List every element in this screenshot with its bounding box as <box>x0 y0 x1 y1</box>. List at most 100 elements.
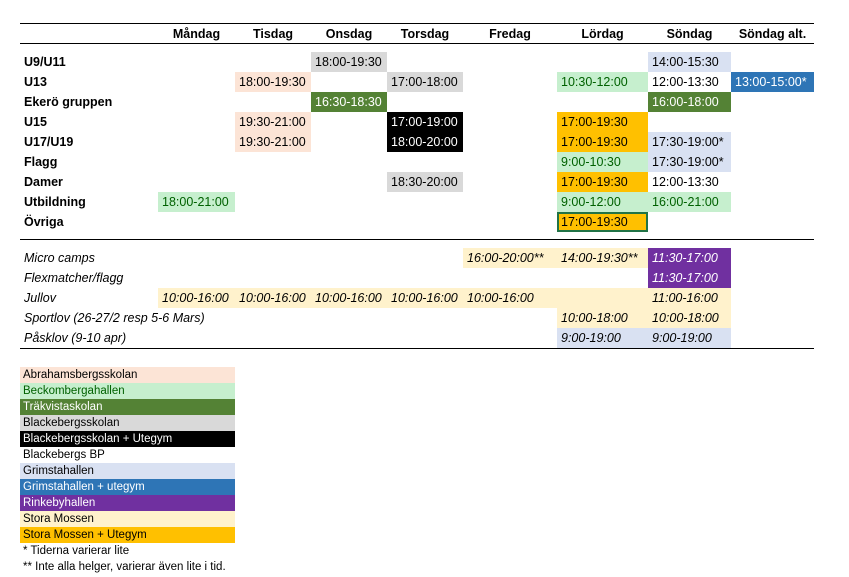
schedule-cell[interactable] <box>158 72 235 92</box>
schedule-cell[interactable] <box>648 112 731 132</box>
schedule-cell[interactable] <box>311 192 387 212</box>
schedule-cell[interactable] <box>731 328 814 349</box>
row-label[interactable]: Utbildning <box>24 195 86 209</box>
schedule-cell[interactable] <box>731 152 814 172</box>
schedule-cell[interactable]: 16:00-21:00 <box>648 192 731 212</box>
schedule-cell[interactable] <box>731 52 814 72</box>
schedule-cell[interactable] <box>387 152 463 172</box>
schedule-cell[interactable] <box>387 248 463 268</box>
schedule-cell[interactable]: 10:00-18:00 <box>557 308 648 328</box>
row-label[interactable]: Micro camps <box>24 251 95 265</box>
schedule-cell[interactable] <box>158 268 235 288</box>
schedule-cell[interactable]: 18:00-21:00 <box>158 192 235 212</box>
schedule-cell[interactable] <box>387 52 463 72</box>
schedule-cell[interactable] <box>311 112 387 132</box>
schedule-cell[interactable] <box>311 248 387 268</box>
schedule-cell[interactable] <box>158 328 235 349</box>
row-label[interactable]: Jullov <box>24 291 56 305</box>
schedule-cell[interactable]: 16:30-18:30 <box>311 92 387 112</box>
schedule-cell[interactable]: 14:00-15:30 <box>648 52 731 72</box>
row-label[interactable]: Ekerö gruppen <box>24 95 113 109</box>
schedule-cell[interactable] <box>387 92 463 112</box>
schedule-cell[interactable] <box>235 212 311 232</box>
schedule-cell[interactable] <box>387 328 463 349</box>
schedule-cell[interactable]: 10:00-16:00 <box>311 288 387 308</box>
schedule-cell[interactable] <box>235 52 311 72</box>
schedule-cell[interactable] <box>387 308 463 328</box>
schedule-cell[interactable]: 9:00-12:00 <box>557 192 648 212</box>
schedule-cell[interactable]: 12:00-13:30 <box>648 72 731 92</box>
schedule-cell[interactable] <box>235 92 311 112</box>
row-label[interactable]: Flexmatcher/flagg <box>24 271 124 285</box>
schedule-cell[interactable] <box>463 192 557 212</box>
schedule-cell[interactable]: 10:00-18:00 <box>648 308 731 328</box>
schedule-cell[interactable] <box>311 152 387 172</box>
schedule-cell[interactable] <box>648 212 731 232</box>
schedule-cell[interactable] <box>387 192 463 212</box>
schedule-cell[interactable] <box>158 248 235 268</box>
schedule-cell[interactable]: 18:30-20:00 <box>387 172 463 192</box>
schedule-cell[interactable] <box>463 112 557 132</box>
schedule-cell[interactable]: 17:00-19:30 <box>557 212 648 232</box>
schedule-cell[interactable]: 9:00-19:00 <box>557 328 648 349</box>
schedule-cell[interactable]: 10:00-16:00 <box>463 288 557 308</box>
schedule-cell[interactable] <box>731 112 814 132</box>
schedule-cell[interactable]: 9:00-19:00 <box>648 328 731 349</box>
schedule-cell[interactable]: 17:00-19:30 <box>557 132 648 152</box>
schedule-cell[interactable]: 17:00-19:30 <box>557 172 648 192</box>
schedule-cell[interactable] <box>463 132 557 152</box>
schedule-cell[interactable]: 17:30-19:00* <box>648 152 731 172</box>
schedule-cell[interactable] <box>731 288 814 308</box>
schedule-cell[interactable] <box>158 52 235 72</box>
row-label[interactable]: U13 <box>24 75 47 89</box>
schedule-cell[interactable] <box>311 328 387 349</box>
schedule-cell[interactable] <box>463 152 557 172</box>
schedule-cell[interactable]: 16:00-18:00 <box>648 92 731 112</box>
schedule-cell[interactable] <box>731 268 814 288</box>
schedule-cell[interactable] <box>387 212 463 232</box>
schedule-cell[interactable]: 16:00-20:00** <box>463 248 557 268</box>
schedule-cell[interactable] <box>731 172 814 192</box>
schedule-cell[interactable] <box>463 92 557 112</box>
schedule-cell[interactable] <box>158 172 235 192</box>
schedule-cell[interactable]: 11:30-17:00 <box>648 248 731 268</box>
schedule-cell[interactable]: 19:30-21:00 <box>235 112 311 132</box>
row-label[interactable]: Sportlov (26-27/2 resp 5-6 Mars) <box>24 311 205 325</box>
row-label[interactable]: Damer <box>24 175 63 189</box>
schedule-cell[interactable] <box>731 132 814 152</box>
schedule-cell[interactable] <box>235 328 311 349</box>
schedule-cell[interactable] <box>158 212 235 232</box>
schedule-cell[interactable] <box>158 152 235 172</box>
schedule-cell[interactable] <box>731 192 814 212</box>
schedule-cell[interactable]: 17:00-19:30 <box>557 112 648 132</box>
schedule-cell[interactable] <box>731 92 814 112</box>
schedule-cell[interactable] <box>235 152 311 172</box>
schedule-cell[interactable] <box>557 52 648 72</box>
schedule-cell[interactable] <box>311 268 387 288</box>
schedule-cell[interactable] <box>235 192 311 212</box>
schedule-cell[interactable] <box>158 132 235 152</box>
schedule-cell[interactable]: 18:00-19:30 <box>311 52 387 72</box>
schedule-cell[interactable] <box>158 92 235 112</box>
schedule-cell[interactable]: 10:00-16:00 <box>158 288 235 308</box>
schedule-cell[interactable]: 10:00-16:00 <box>235 288 311 308</box>
schedule-cell[interactable] <box>235 248 311 268</box>
schedule-cell[interactable]: 10:00-16:00 <box>387 288 463 308</box>
schedule-cell[interactable] <box>235 268 311 288</box>
schedule-cell[interactable]: 9:00-10:30 <box>557 152 648 172</box>
row-label[interactable]: Övriga <box>24 215 64 229</box>
schedule-cell[interactable] <box>235 308 311 328</box>
schedule-cell[interactable]: 12:00-13:30 <box>648 172 731 192</box>
schedule-cell[interactable] <box>311 172 387 192</box>
schedule-cell[interactable] <box>311 308 387 328</box>
schedule-cell[interactable]: 19:30-21:00 <box>235 132 311 152</box>
schedule-cell[interactable]: 18:00-19:30 <box>235 72 311 92</box>
row-label[interactable]: U15 <box>24 115 47 129</box>
schedule-cell[interactable] <box>311 132 387 152</box>
schedule-cell[interactable] <box>463 52 557 72</box>
schedule-cell[interactable] <box>557 288 648 308</box>
schedule-cell[interactable] <box>158 112 235 132</box>
schedule-cell[interactable]: 17:00-18:00 <box>387 72 463 92</box>
row-label[interactable]: Påsklov (9-10 apr) <box>20 328 158 349</box>
schedule-cell[interactable]: 14:00-19:30** <box>557 248 648 268</box>
